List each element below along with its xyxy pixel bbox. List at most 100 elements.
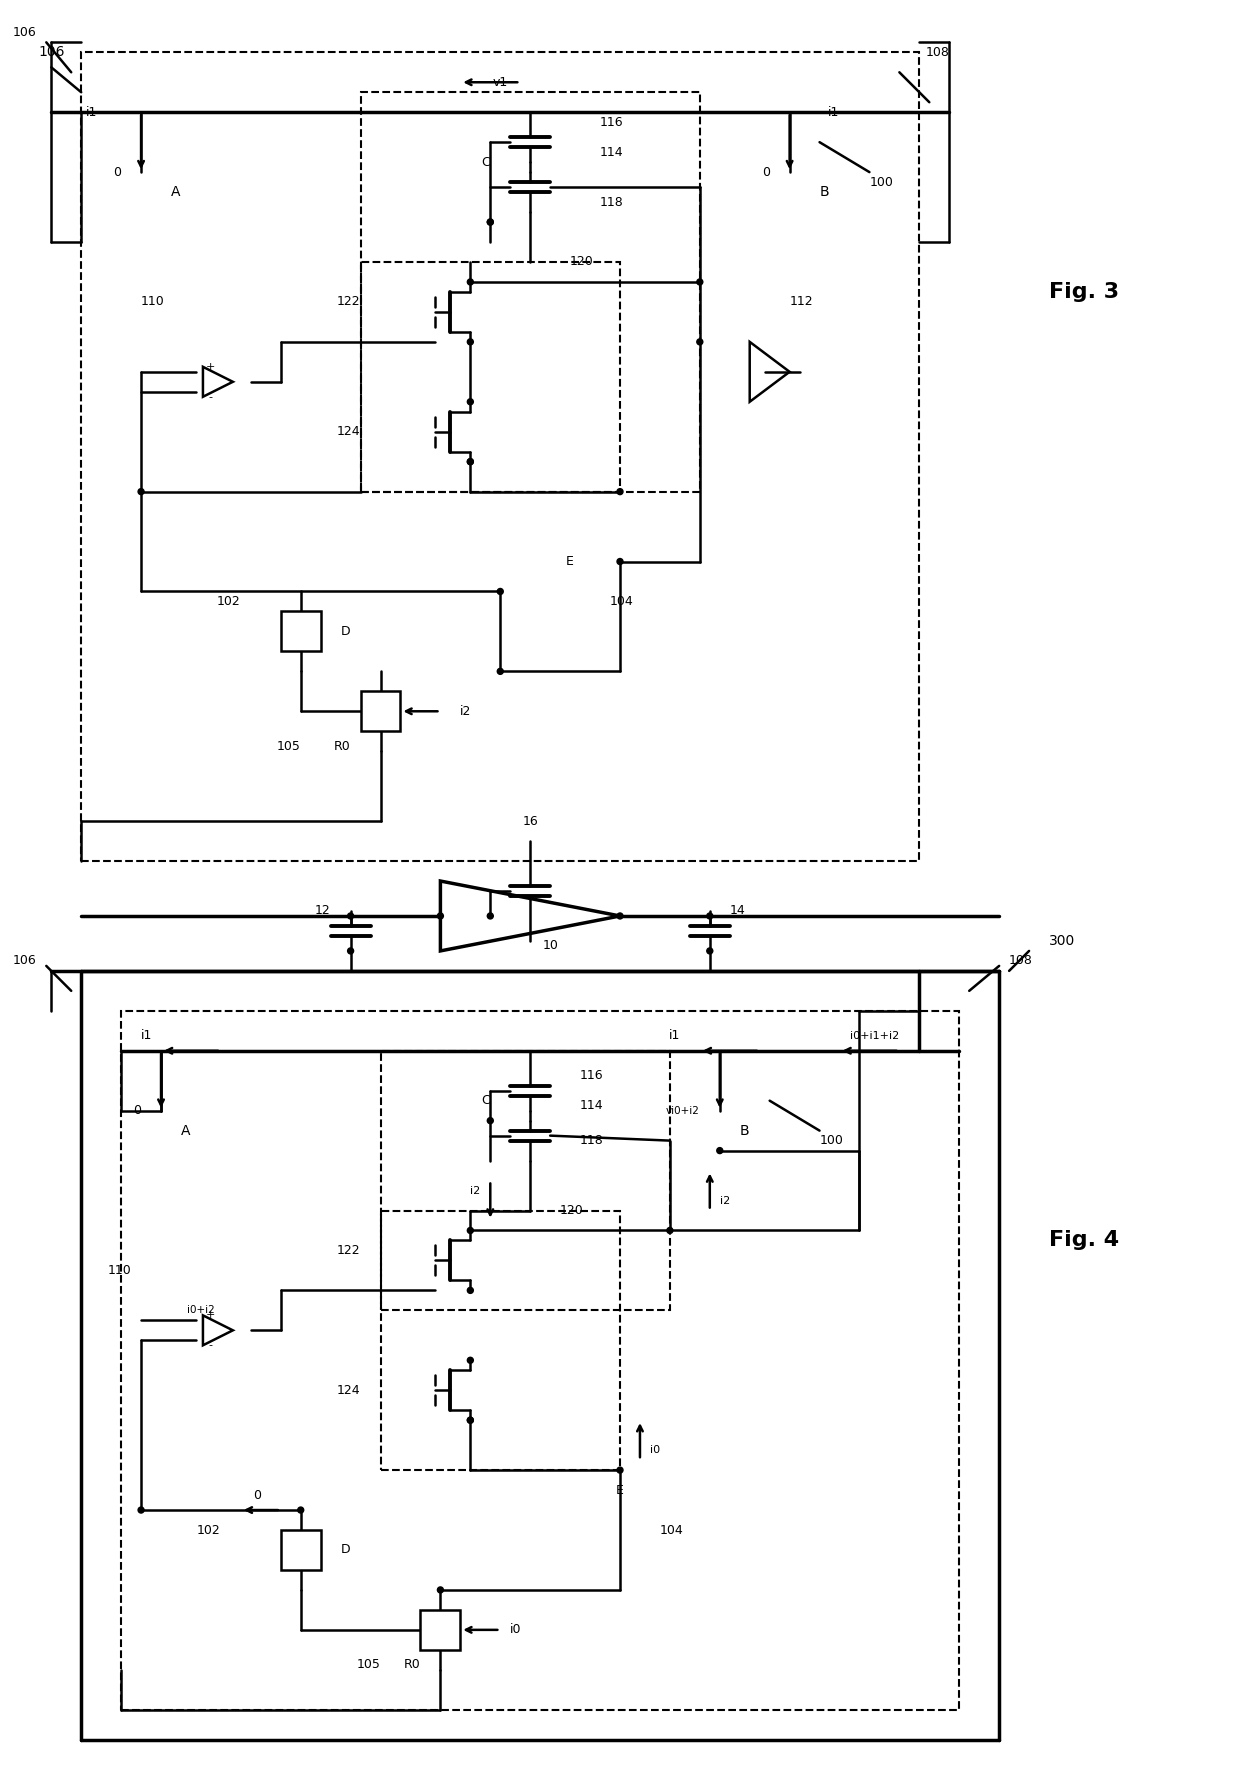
Text: Fig. 4: Fig. 4 bbox=[1049, 1230, 1120, 1250]
Text: 118: 118 bbox=[600, 195, 624, 208]
Circle shape bbox=[717, 1148, 723, 1153]
Text: i0+i1+i2: i0+i1+i2 bbox=[851, 1032, 899, 1041]
Text: i2: i2 bbox=[719, 1196, 730, 1205]
Text: i1: i1 bbox=[87, 106, 98, 118]
Text: 105: 105 bbox=[277, 740, 301, 752]
Bar bbox=[361, 691, 401, 731]
Text: 105: 105 bbox=[357, 1658, 381, 1671]
Circle shape bbox=[438, 913, 444, 919]
Text: 12: 12 bbox=[315, 904, 331, 917]
Text: v1: v1 bbox=[492, 75, 508, 90]
Circle shape bbox=[707, 913, 713, 919]
Text: 114: 114 bbox=[580, 1100, 604, 1112]
Circle shape bbox=[618, 559, 622, 564]
Text: i2: i2 bbox=[460, 706, 471, 718]
Text: i2: i2 bbox=[470, 1186, 480, 1196]
Text: C: C bbox=[481, 1094, 490, 1107]
Text: 106: 106 bbox=[12, 25, 36, 39]
Text: 124: 124 bbox=[337, 1384, 361, 1397]
Text: 110: 110 bbox=[108, 1264, 131, 1277]
Text: 0: 0 bbox=[761, 165, 770, 179]
Circle shape bbox=[487, 219, 494, 226]
Text: R0: R0 bbox=[404, 1658, 420, 1671]
Circle shape bbox=[497, 668, 503, 675]
Text: A: A bbox=[171, 184, 181, 199]
Circle shape bbox=[667, 1227, 673, 1234]
Text: E: E bbox=[616, 1483, 624, 1497]
Circle shape bbox=[467, 458, 474, 464]
Text: i0: i0 bbox=[510, 1623, 522, 1637]
Text: 104: 104 bbox=[610, 595, 634, 607]
Circle shape bbox=[618, 489, 622, 494]
Text: 122: 122 bbox=[337, 1245, 361, 1257]
Circle shape bbox=[467, 458, 474, 464]
Circle shape bbox=[467, 338, 474, 346]
Text: +: + bbox=[206, 362, 216, 373]
Circle shape bbox=[347, 947, 353, 955]
Text: 16: 16 bbox=[522, 815, 538, 827]
Circle shape bbox=[467, 1288, 474, 1293]
Text: 10: 10 bbox=[542, 940, 558, 953]
Text: D: D bbox=[341, 1544, 350, 1556]
Circle shape bbox=[487, 1118, 494, 1123]
Text: B: B bbox=[740, 1123, 749, 1137]
Text: 102: 102 bbox=[217, 595, 241, 607]
Text: R0: R0 bbox=[334, 740, 351, 752]
Bar bbox=[381, 1211, 620, 1470]
Circle shape bbox=[467, 1417, 474, 1424]
Circle shape bbox=[347, 913, 353, 919]
Circle shape bbox=[697, 279, 703, 285]
Text: -: - bbox=[208, 392, 213, 401]
Text: -: - bbox=[208, 1340, 213, 1350]
Text: 102: 102 bbox=[197, 1524, 221, 1537]
Text: i1: i1 bbox=[668, 1030, 680, 1042]
Text: 0: 0 bbox=[133, 1105, 141, 1118]
Text: A: A bbox=[181, 1123, 191, 1137]
Text: 106: 106 bbox=[38, 45, 64, 59]
Text: C: C bbox=[481, 156, 490, 168]
Text: 100: 100 bbox=[820, 1134, 843, 1146]
Circle shape bbox=[467, 1227, 474, 1234]
Text: 122: 122 bbox=[337, 296, 361, 308]
Text: i1: i1 bbox=[141, 1030, 153, 1042]
Circle shape bbox=[707, 947, 713, 955]
Text: 104: 104 bbox=[660, 1524, 683, 1537]
Text: D: D bbox=[341, 625, 350, 638]
Text: E: E bbox=[567, 555, 574, 568]
Text: i1: i1 bbox=[828, 106, 839, 118]
Circle shape bbox=[467, 279, 474, 285]
Text: 110: 110 bbox=[141, 296, 165, 308]
Circle shape bbox=[138, 489, 144, 494]
Text: i0+i2: i0+i2 bbox=[187, 1306, 215, 1315]
Bar bbox=[280, 611, 321, 652]
Text: 112: 112 bbox=[790, 296, 813, 308]
Bar bbox=[361, 93, 699, 491]
Text: 120: 120 bbox=[560, 1204, 584, 1218]
Bar bbox=[361, 261, 620, 491]
Circle shape bbox=[438, 1587, 444, 1592]
Circle shape bbox=[697, 338, 703, 346]
Circle shape bbox=[467, 1417, 474, 1424]
Bar bbox=[81, 52, 919, 861]
Text: B: B bbox=[820, 184, 830, 199]
Text: 116: 116 bbox=[600, 116, 624, 129]
Text: 14: 14 bbox=[730, 904, 745, 917]
Text: vi0+i2: vi0+i2 bbox=[666, 1105, 699, 1116]
Circle shape bbox=[618, 1467, 622, 1474]
Circle shape bbox=[487, 219, 494, 226]
Circle shape bbox=[497, 589, 503, 595]
Text: Fig. 3: Fig. 3 bbox=[1049, 281, 1120, 303]
Text: 124: 124 bbox=[337, 424, 361, 439]
Bar bbox=[420, 1610, 460, 1650]
Text: 108: 108 bbox=[1009, 955, 1033, 967]
Text: 120: 120 bbox=[570, 256, 594, 269]
Text: 0: 0 bbox=[113, 165, 122, 179]
Circle shape bbox=[138, 1506, 144, 1513]
Bar bbox=[122, 1010, 960, 1710]
Text: 100: 100 bbox=[869, 176, 893, 188]
Circle shape bbox=[467, 399, 474, 405]
Bar bbox=[381, 1051, 670, 1311]
Text: 106: 106 bbox=[12, 955, 36, 967]
Text: 108: 108 bbox=[925, 47, 950, 59]
Text: 118: 118 bbox=[580, 1134, 604, 1146]
